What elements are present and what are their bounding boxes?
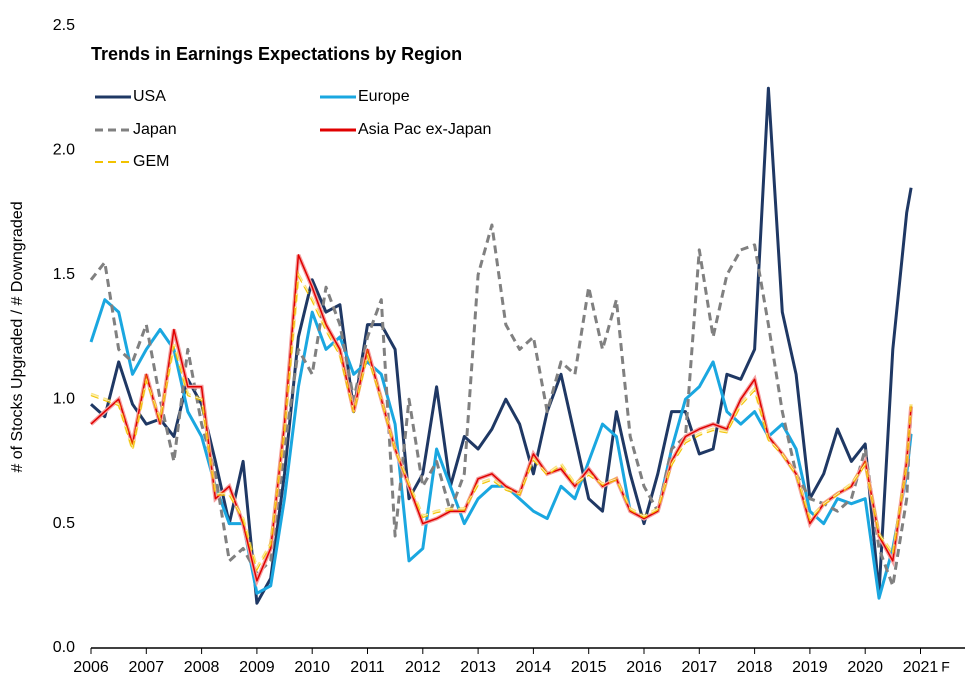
- x-tick-label: 2017: [682, 659, 718, 676]
- legend-label: Japan: [133, 121, 177, 138]
- series-outline: [90, 269, 913, 573]
- x-tick-label: 2016: [626, 659, 662, 676]
- x-tick-label: 2006: [73, 659, 109, 676]
- legend-label: USA: [133, 88, 166, 105]
- x-tick-label: 2012: [405, 659, 441, 676]
- x-tick-label: 2013: [460, 659, 496, 676]
- x-tick-label: 2019: [792, 659, 828, 676]
- legend-label: Asia Pac ex-Japan: [358, 121, 491, 138]
- y-axis-label: # of Stocks Upgraded / # Downgraded: [9, 201, 26, 472]
- legend-label: GEM: [133, 153, 169, 170]
- y-tick-label: 2.5: [53, 17, 75, 34]
- x-tick-label: 2014: [516, 659, 552, 676]
- annotation: F: [941, 659, 950, 675]
- y-tick-label: 0.0: [53, 639, 75, 656]
- y-tick-label: 1.0: [53, 390, 75, 407]
- chart-title: Trends in Earnings Expectations by Regio…: [91, 44, 462, 64]
- x-tick-label: 2009: [239, 659, 275, 676]
- x-tick-label: 2015: [571, 659, 607, 676]
- x-tick-label: 2007: [129, 659, 165, 676]
- legend-label: Europe: [358, 88, 410, 105]
- series-line: [90, 274, 912, 569]
- y-tick-label: 2.0: [53, 142, 75, 159]
- series-line: [89, 223, 913, 588]
- series-line: [90, 254, 912, 582]
- x-tick-label: 2020: [847, 659, 883, 676]
- series-line-edge: [90, 274, 912, 572]
- series-outline: [89, 254, 914, 588]
- series-line: [89, 86, 913, 605]
- x-tick-label: 2011: [350, 659, 385, 676]
- x-tick-label: 2018: [737, 659, 773, 676]
- x-tick-label: 2008: [184, 659, 220, 676]
- x-tick-label: 2021: [903, 659, 939, 676]
- x-tick-label: 2010: [294, 659, 330, 676]
- y-tick-label: 0.5: [53, 515, 75, 532]
- y-tick-label: 1.5: [53, 266, 75, 283]
